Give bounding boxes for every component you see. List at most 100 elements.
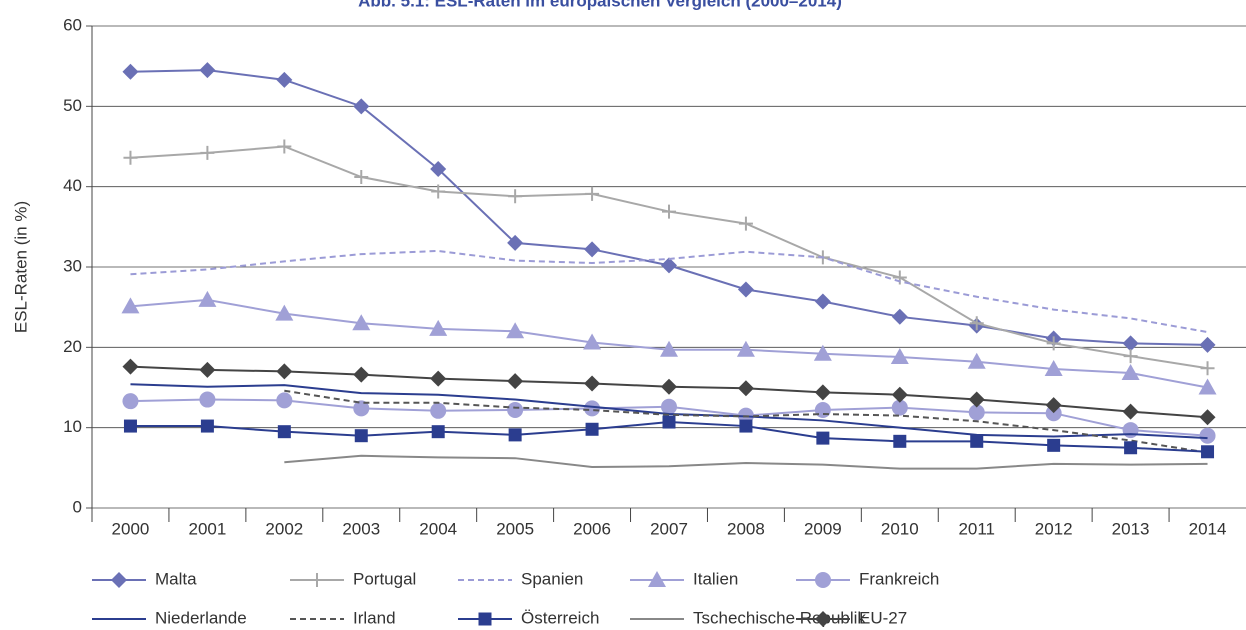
legend-label: Tschechische Republik: [693, 608, 866, 627]
data-point: [507, 234, 524, 251]
data-point: [1198, 378, 1217, 395]
legend-marker: [815, 572, 831, 588]
legend-label: Spanien: [521, 569, 583, 588]
data-point: [661, 378, 677, 395]
chart-title: Abb. 5.1: ESL-Raten im europäischen Verg…: [358, 0, 842, 10]
data-point: [506, 322, 525, 339]
data-point: [737, 380, 754, 397]
series-line: [284, 389, 1208, 454]
legend-label: Niederlande: [155, 608, 247, 627]
data-point: [1122, 403, 1139, 420]
series-line: [130, 145, 1208, 370]
x-tick-label: 2011: [958, 519, 995, 538]
y-tick-label: 10: [63, 417, 82, 436]
data-point: [816, 431, 830, 445]
legend-label: EU-27: [859, 608, 907, 627]
y-tick-label: 0: [73, 497, 82, 516]
data-point: [123, 150, 138, 165]
data-point: [277, 139, 292, 154]
data-point: [967, 352, 986, 369]
data-point: [583, 333, 602, 350]
data-point: [354, 429, 368, 443]
data-point: [814, 293, 831, 310]
data-point: [891, 386, 908, 403]
y-tick-label: 60: [63, 15, 82, 34]
data-point: [738, 216, 753, 231]
legend-marker: [815, 611, 831, 627]
data-point: [1122, 335, 1139, 352]
data-point: [198, 290, 217, 307]
x-tick-label: 2005: [496, 519, 534, 538]
data-point: [123, 419, 137, 433]
data-point: [1199, 336, 1216, 353]
data-point: [585, 186, 600, 201]
x-tick-label: 2009: [804, 519, 842, 538]
data-point: [584, 375, 601, 392]
data-point: [893, 434, 907, 448]
data-point: [354, 170, 369, 185]
data-point: [1047, 438, 1061, 452]
data-point: [431, 184, 446, 199]
y-tick-label: 20: [63, 337, 82, 356]
data-point: [970, 434, 984, 448]
data-point: [891, 399, 908, 416]
data-point: [585, 422, 599, 436]
y-tick-label: 40: [63, 176, 82, 195]
data-point: [737, 281, 754, 298]
x-tick-label: 2002: [265, 519, 303, 538]
data-point: [1045, 397, 1062, 414]
data-point: [1122, 422, 1139, 439]
x-tick-label: 2006: [573, 519, 611, 538]
data-point: [200, 145, 215, 160]
data-point: [353, 98, 370, 115]
legend-label: Österreich: [521, 608, 599, 627]
data-point: [353, 366, 370, 383]
data-point: [968, 391, 985, 408]
series-line: [130, 249, 1208, 334]
data-point: [1046, 336, 1061, 351]
legend-marker: [478, 612, 492, 626]
legend-marker: [111, 572, 127, 588]
data-point: [1123, 349, 1138, 364]
data-point: [662, 415, 676, 429]
data-point: [1124, 441, 1138, 455]
data-point: [1199, 427, 1216, 444]
data-point: [199, 62, 216, 79]
data-point: [275, 304, 294, 321]
data-point: [199, 391, 216, 408]
data-point: [1200, 361, 1215, 376]
data-point: [969, 316, 984, 331]
data-point: [199, 361, 216, 378]
data-point: [736, 340, 755, 357]
y-axis-label: ESL-Raten (in %): [11, 201, 30, 333]
x-tick-label: 2008: [727, 519, 765, 538]
data-point: [122, 358, 139, 375]
data-point: [121, 297, 140, 314]
data-point: [430, 160, 447, 177]
data-point: [661, 257, 677, 274]
x-tick-label: 2012: [1035, 519, 1073, 538]
data-point: [430, 402, 447, 419]
data-point: [661, 398, 677, 415]
x-tick-label: 2007: [650, 519, 688, 538]
legend-marker: [310, 573, 324, 587]
legend-label: Irland: [353, 608, 396, 627]
data-point: [662, 204, 676, 219]
data-point: [890, 347, 909, 364]
legend-marker: [648, 571, 666, 587]
data-point: [1201, 445, 1215, 459]
legend-label: Portugal: [353, 569, 416, 588]
x-tick-label: 2014: [1189, 519, 1227, 538]
data-point: [739, 419, 753, 433]
data-point: [584, 241, 601, 258]
data-point: [814, 401, 831, 418]
data-point: [968, 404, 985, 421]
data-point: [200, 419, 214, 433]
data-point: [1199, 409, 1216, 426]
x-tick-label: 2013: [1112, 519, 1150, 538]
data-point: [431, 425, 445, 439]
data-point: [660, 340, 678, 357]
data-point: [352, 314, 371, 331]
legend-label: Frankreich: [859, 569, 939, 588]
